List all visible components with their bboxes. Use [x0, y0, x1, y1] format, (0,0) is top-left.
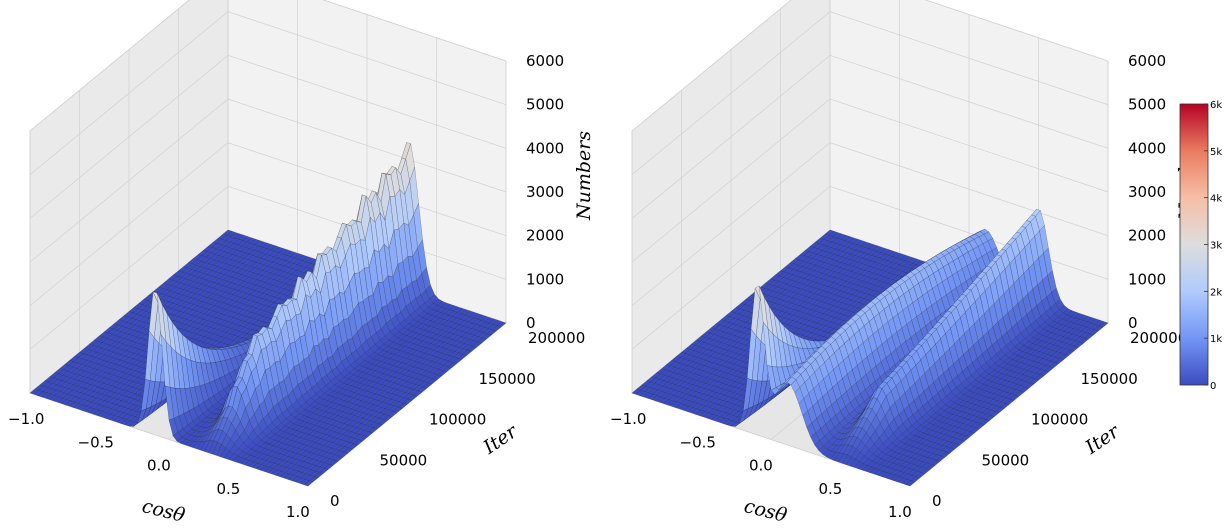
y-tick-label: 100000: [429, 411, 486, 429]
z-tick-label: 5000: [526, 96, 564, 114]
z-gridline: [29, 0, 507, 132]
y-tick-label: 150000: [479, 370, 536, 388]
x-tick-label: −0.5: [78, 433, 114, 451]
y-tick-label: 50000: [380, 451, 428, 469]
surface-plot-left: −1.0−0.50.00.51.005000010000015000020000…: [8, 0, 595, 527]
y-tick-label: 0: [330, 492, 340, 510]
z-tick-label: 1000: [526, 270, 564, 288]
x-tick-label: 1.0: [286, 503, 310, 521]
x-tick-label: −1.0: [8, 410, 44, 428]
z-tick-label: 2000: [526, 227, 564, 245]
z-tick-label: 4000: [526, 139, 564, 157]
surface: [29, 142, 507, 487]
z-tick-label: 0: [526, 314, 536, 332]
surface-plot-right: −1.0−0.50.00.51.005000010000015000020000…: [610, 0, 1197, 527]
y-tick-label: 200000: [528, 329, 585, 347]
z-tick-label: 3000: [526, 183, 564, 201]
z-tick-label: 6000: [526, 52, 564, 70]
x-tick-label: 0.5: [217, 480, 241, 498]
z-axis-label: Numbers: [573, 131, 595, 221]
x-axis-label: cosθ: [140, 495, 188, 527]
x-tick-label: 0.0: [147, 457, 171, 475]
